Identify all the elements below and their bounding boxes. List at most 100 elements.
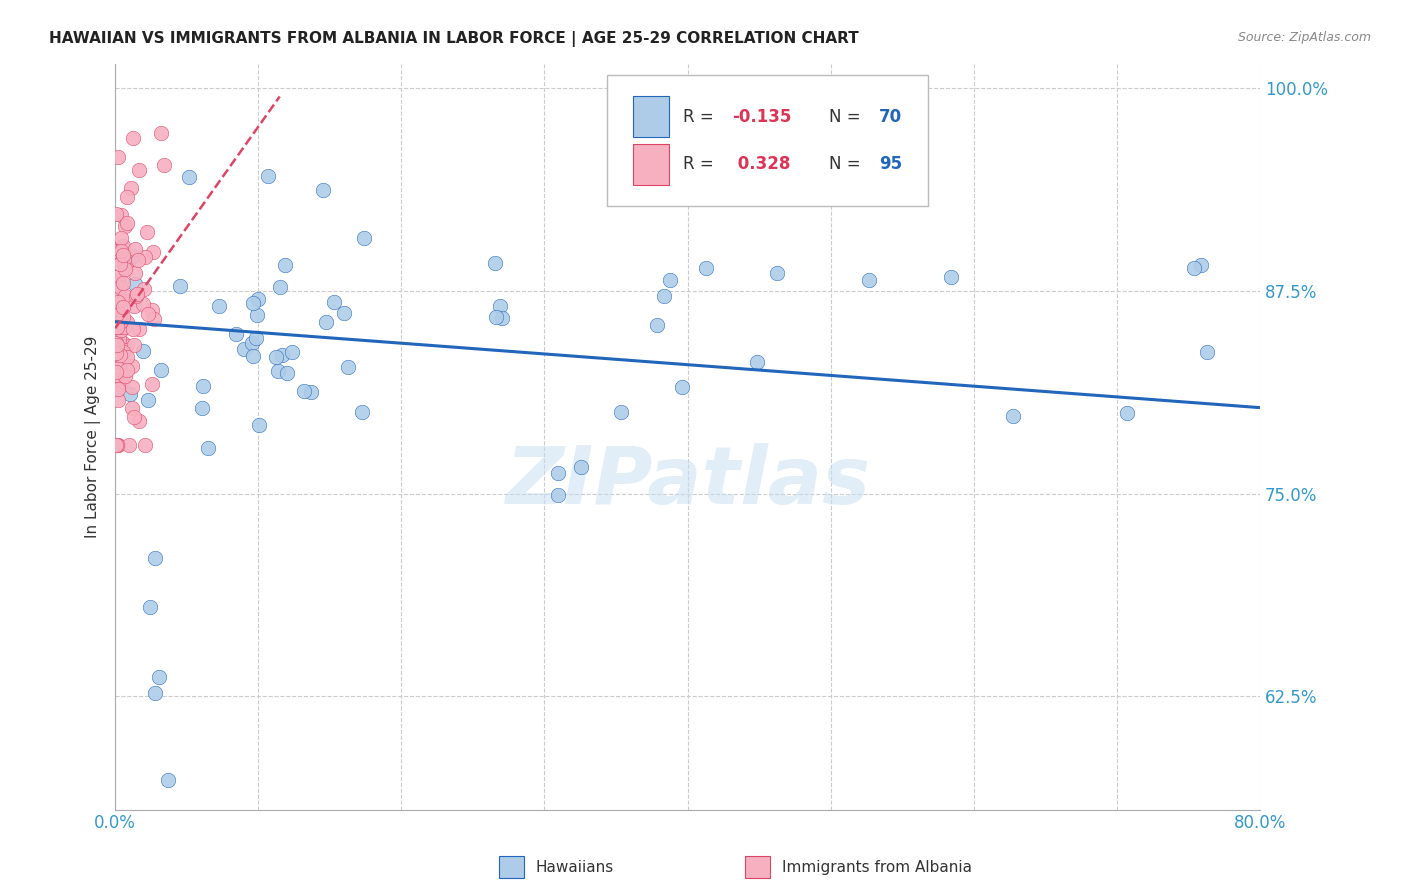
Point [107,291,129,305]
Point [1189,258,1212,272]
Point [114,260,136,275]
Point [104,365,127,379]
Point [111,248,134,262]
Point [105,207,128,221]
Point [491,310,513,325]
Point [485,310,508,325]
Point [169,278,191,293]
Text: Immigrants from Albania: Immigrants from Albania [782,860,972,874]
Point [127,252,149,267]
Point [108,307,131,321]
Point [569,460,592,475]
Point [110,323,132,337]
Point [315,315,337,329]
Point [121,359,143,373]
Point [645,318,668,332]
Point [131,344,153,359]
Point [115,363,138,377]
Point [1002,409,1025,424]
Point [134,438,156,452]
Point [105,343,128,357]
Point [107,382,129,396]
Point [112,300,135,314]
Point [208,300,231,314]
Point [270,347,292,361]
Point [107,294,129,309]
Point [281,345,304,359]
Point [121,380,143,394]
Point [152,158,174,172]
Point [107,361,129,376]
FancyBboxPatch shape [633,144,669,185]
Point [114,368,136,383]
Point [941,269,963,284]
Point [108,376,131,391]
Point [104,326,127,341]
Text: Source: ZipAtlas.com: Source: ZipAtlas.com [1237,31,1371,45]
Point [108,286,131,301]
Point [107,393,129,408]
Point [132,282,155,296]
Point [114,261,136,276]
Point [264,351,287,365]
Point [128,322,150,336]
Point [337,360,360,375]
Point [547,488,569,502]
Point [111,292,134,306]
Text: 70: 70 [879,108,901,126]
Point [858,273,880,287]
Point [242,335,264,350]
Point [105,277,128,291]
Point [115,189,138,203]
Point [671,380,693,394]
Point [115,315,138,329]
Point [111,374,134,388]
Point [489,299,512,313]
Point [111,336,134,351]
Point [122,322,145,336]
Point [197,442,219,456]
Point [110,208,132,222]
Point [246,293,269,307]
Point [143,686,166,700]
Point [105,438,128,452]
Point [610,405,633,419]
Point [124,409,146,424]
Point [225,326,247,341]
Point [112,343,135,357]
Point [104,244,127,258]
Point [1182,260,1205,275]
Point [312,183,335,197]
Point [121,401,143,415]
Point [105,304,128,318]
Point [132,297,155,311]
Point [484,256,506,270]
Point [107,150,129,164]
Point [269,280,291,294]
Point [108,257,131,271]
Point [124,337,146,351]
Text: R =: R = [683,108,718,126]
Point [547,466,569,480]
Point [122,299,145,313]
Point [108,315,131,329]
Point [322,295,344,310]
Point [652,289,675,303]
Point [695,260,717,275]
Point [149,127,172,141]
Point [136,393,159,408]
Point [191,401,214,415]
Point [120,181,142,195]
Point [108,253,131,268]
Point [128,163,150,178]
Point [292,384,315,398]
Text: HAWAIIAN VS IMMIGRANTS FROM ALBANIA IN LABOR FORCE | AGE 25-29 CORRELATION CHART: HAWAIIAN VS IMMIGRANTS FROM ALBANIA IN L… [49,31,859,47]
Point [108,332,131,346]
Point [745,355,768,369]
Text: N =: N = [830,108,866,126]
Text: -0.135: -0.135 [733,108,792,126]
Point [112,238,135,252]
Point [276,366,298,380]
Point [105,317,128,331]
Point [142,245,165,260]
